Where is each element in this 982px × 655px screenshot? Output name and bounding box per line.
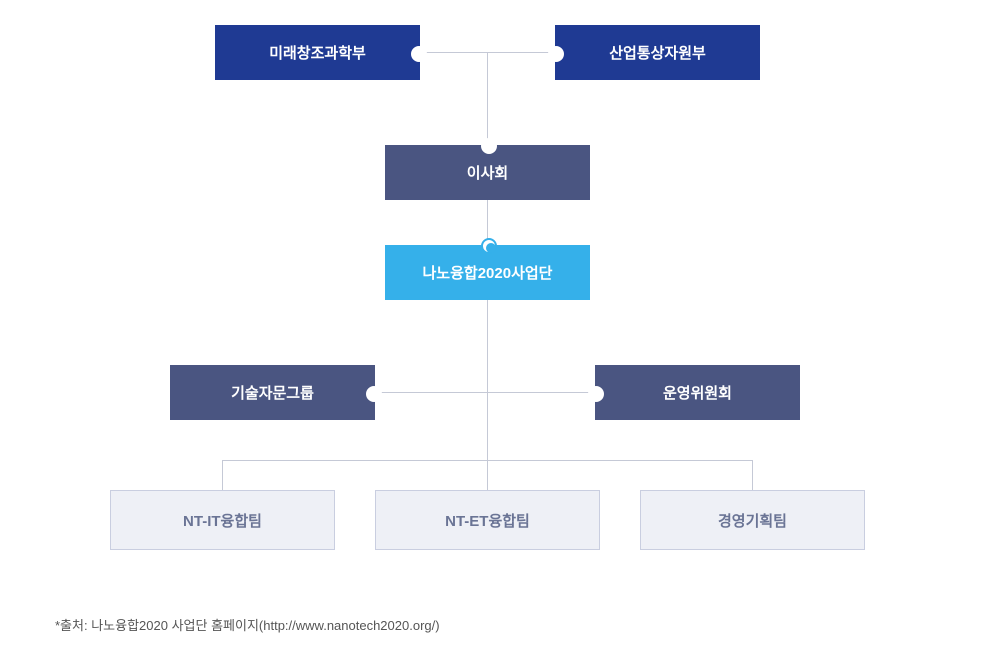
edge bbox=[222, 460, 752, 461]
connector-ring bbox=[411, 46, 427, 62]
node-tech-advisory: 기술자문그룹 bbox=[170, 365, 375, 420]
connector-ring bbox=[366, 386, 382, 402]
node-ministry-2: 산업통상자원부 bbox=[555, 25, 760, 80]
node-label: 나노융합2020사업단 bbox=[423, 262, 553, 283]
node-label: 기술자문그룹 bbox=[231, 382, 314, 403]
node-label: NT-ET융합팀 bbox=[445, 510, 530, 531]
edge bbox=[222, 460, 223, 490]
node-team-mgmt: 경영기획팀 bbox=[640, 490, 865, 550]
edge bbox=[752, 460, 753, 490]
source-caption: *출처: 나노융합2020 사업단 홈페이지(http://www.nanote… bbox=[55, 615, 440, 634]
edge bbox=[375, 392, 595, 393]
connector-ring bbox=[588, 386, 604, 402]
node-label: NT-IT융합팀 bbox=[183, 510, 262, 531]
org-chart: 미래창조과학부 산업통상자원부 이사회 나노융합2020사업단 기술자문그룹 운… bbox=[0, 0, 982, 655]
node-team-it: NT-IT융합팀 bbox=[110, 490, 335, 550]
node-label: 경영기획팀 bbox=[718, 510, 787, 531]
edge bbox=[487, 52, 488, 145]
node-label: 운영위원회 bbox=[663, 382, 732, 403]
node-label: 산업통상자원부 bbox=[609, 42, 706, 63]
node-label: 이사회 bbox=[467, 162, 508, 183]
connector-ring bbox=[481, 138, 497, 154]
node-project-group: 나노융합2020사업단 bbox=[385, 245, 590, 300]
node-ministry-1: 미래창조과학부 bbox=[215, 25, 420, 80]
edge bbox=[487, 300, 488, 490]
node-board: 이사회 bbox=[385, 145, 590, 200]
connector-ring bbox=[548, 46, 564, 62]
node-label: 미래창조과학부 bbox=[269, 42, 366, 63]
node-team-et: NT-ET융합팀 bbox=[375, 490, 600, 550]
connector-ring bbox=[481, 238, 497, 254]
node-steering: 운영위원회 bbox=[595, 365, 800, 420]
